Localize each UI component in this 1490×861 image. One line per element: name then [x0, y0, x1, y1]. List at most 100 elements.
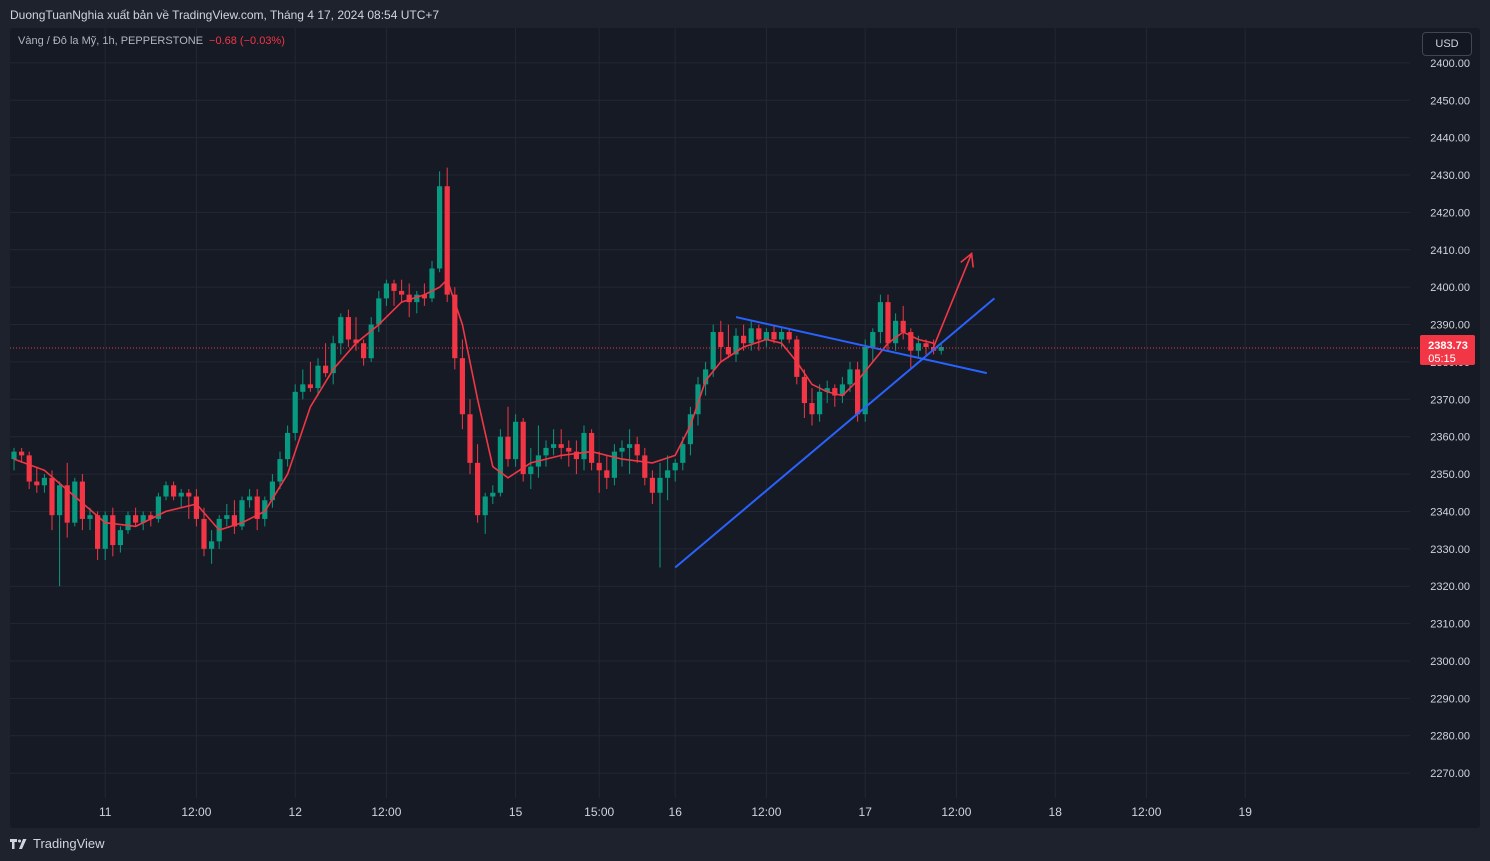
candle: [125, 511, 131, 534]
candle: [566, 440, 572, 467]
candle: [163, 481, 169, 501]
candle: [885, 294, 891, 351]
candle-body: [277, 459, 283, 482]
candle: [581, 425, 587, 471]
candle-body: [406, 294, 412, 303]
candle: [710, 324, 716, 377]
candle: [34, 466, 40, 493]
candle-body: [877, 302, 883, 333]
candle-body: [938, 346, 944, 351]
price-tick-label: 2360.00: [1430, 432, 1470, 444]
candle: [680, 436, 686, 471]
candle-body: [627, 444, 633, 448]
candle: [87, 507, 93, 531]
candle: [839, 376, 845, 404]
candle: [551, 429, 557, 456]
candle: [794, 335, 800, 385]
candle: [307, 361, 313, 392]
arrow-shaft: [932, 253, 973, 348]
candle-body: [41, 477, 47, 486]
candle-body: [171, 485, 177, 497]
candle: [665, 455, 671, 501]
candle-body: [148, 515, 154, 519]
candle-body: [475, 462, 481, 516]
candle: [513, 414, 519, 467]
symbol-legend: Vàng / Đô la Mỹ, 1h, PEPPERSTONE −0.68 (−…: [18, 35, 285, 47]
time-tick-label: 18: [1049, 805, 1063, 819]
price-tick-label: 2330.00: [1430, 544, 1470, 556]
candle-body: [201, 518, 207, 549]
candle-body: [353, 339, 359, 344]
candle-body: [900, 320, 906, 333]
candle-body: [855, 369, 861, 415]
price-tick-label: 2400.00: [1430, 282, 1470, 294]
candle-body: [110, 515, 116, 546]
candle-body: [300, 384, 306, 392]
price-axis: 2400.00 2450.00 2440.00 2430.00 2420.00 2410.…: [1430, 58, 1470, 780]
candle-body: [581, 432, 587, 460]
candle-body: [551, 444, 557, 448]
price-tick-label: 2440.00: [1430, 133, 1470, 145]
candle-body: [125, 515, 131, 531]
candle: [634, 436, 640, 463]
candle-body: [414, 294, 420, 303]
currency-button[interactable]: USD: [1422, 32, 1472, 56]
candle: [687, 406, 693, 456]
time-tick-label: 19: [1239, 805, 1253, 819]
price-tick-label: 2350.00: [1430, 469, 1470, 481]
candle: [383, 279, 389, 306]
candle-body: [186, 492, 192, 497]
candle-body: [748, 328, 754, 344]
candle: [817, 384, 823, 422]
candle: [269, 474, 275, 508]
candle-body: [718, 332, 724, 347]
price-tick-label: 2370.00: [1430, 394, 1470, 406]
candle: [95, 511, 101, 561]
candle: [703, 361, 709, 396]
candle: [399, 279, 405, 303]
candle: [216, 515, 222, 549]
candle-body: [361, 343, 367, 359]
candle-body: [490, 492, 496, 497]
candle: [900, 305, 906, 340]
candle-body: [34, 481, 40, 486]
price-tick-label: 2310.00: [1430, 619, 1470, 631]
candle-body: [923, 343, 929, 347]
trendline: [674, 297, 996, 569]
last-price-badge: [1420, 334, 1475, 365]
candle-body: [95, 515, 101, 549]
candle: [672, 459, 678, 482]
candle-body: [528, 466, 534, 475]
candle-body: [763, 332, 769, 340]
candle-body: [421, 294, 427, 299]
published-info: DuongTuanNghia xuất bản về TradingView.c…: [10, 8, 440, 22]
candle-body: [452, 294, 458, 359]
candle: [315, 358, 321, 396]
candle: [475, 444, 481, 523]
candle: [855, 361, 861, 422]
candle-body: [915, 343, 921, 351]
candle: [459, 339, 465, 430]
candle-body: [247, 496, 253, 501]
candle: [292, 384, 298, 441]
candle-body: [794, 339, 800, 377]
candle: [870, 328, 876, 362]
drawings: [674, 251, 996, 569]
candle: [239, 496, 245, 531]
candle-body: [459, 358, 465, 415]
candle: [110, 507, 116, 557]
candle-body: [703, 369, 709, 385]
price-chart[interactable]: 2400.00 2450.00 2440.00 2430.00 2420.00 2410.…: [10, 28, 1480, 828]
candle: [748, 320, 754, 351]
candle-body: [589, 432, 595, 463]
candle: [26, 451, 32, 490]
chart-frame[interactable]: 2400.00 2450.00 2440.00 2430.00 2420.00 2410.…: [10, 28, 1480, 828]
candle-body: [801, 376, 807, 404]
candle-body: [513, 421, 519, 460]
candle: [543, 440, 549, 467]
candle-body: [596, 462, 602, 471]
candle: [611, 444, 617, 486]
candle: [64, 462, 70, 538]
price-tick-label: 2300.00: [1430, 656, 1470, 668]
tradingview-brand[interactable]: TradingView: [10, 836, 105, 851]
